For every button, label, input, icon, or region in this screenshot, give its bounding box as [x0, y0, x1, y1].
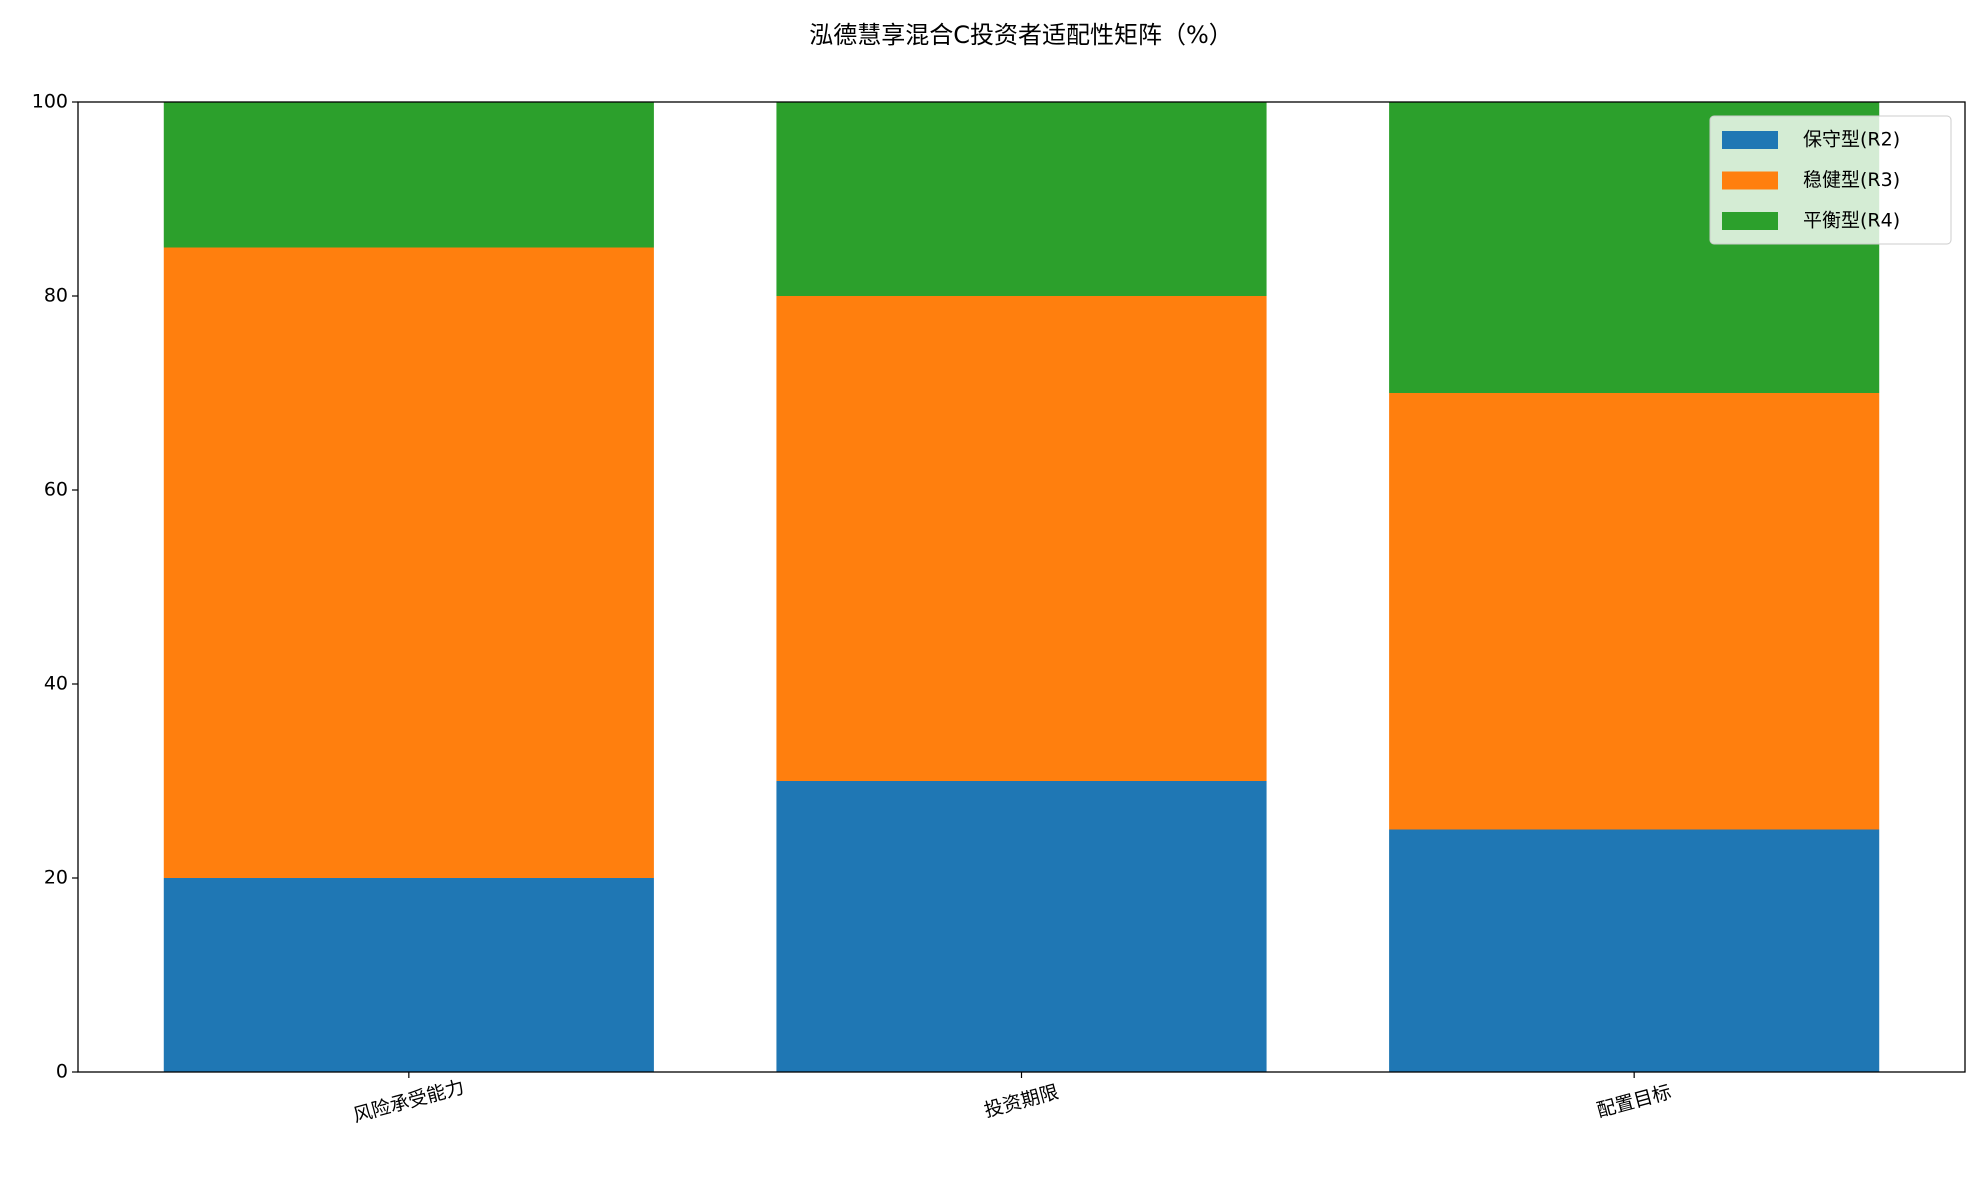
- legend-swatch: [1722, 131, 1778, 149]
- bar-segment: [163, 247, 654, 878]
- bar-segment: [163, 878, 654, 1072]
- bar-segment: [776, 102, 1267, 296]
- y-tick-label: 80: [44, 285, 68, 307]
- x-tick-label: 投资期限: [982, 1081, 1061, 1122]
- y-tick-label: 100: [32, 91, 68, 113]
- chart-title: 泓德慧享混合C投资者适配性矩阵（%）: [809, 21, 1233, 49]
- x-tick-label: 配置目标: [1594, 1081, 1673, 1122]
- bar-segment: [776, 296, 1267, 781]
- x-tick-label: 风险承受能力: [351, 1076, 467, 1127]
- bar-segment: [1389, 393, 1880, 830]
- legend-label: 保守型(R2): [1803, 129, 1900, 151]
- legend-swatch: [1722, 212, 1778, 230]
- y-tick-label: 40: [44, 673, 68, 695]
- legend-label: 平衡型(R4): [1803, 210, 1900, 232]
- bar-segment: [1389, 829, 1880, 1072]
- legend-swatch: [1722, 171, 1778, 190]
- y-tick-label: 60: [44, 479, 68, 501]
- bar-segment: [776, 781, 1267, 1072]
- bar-segment: [163, 102, 654, 248]
- y-tick-label: 20: [44, 867, 68, 889]
- y-tick-label: 0: [56, 1061, 68, 1083]
- legend-label: 稳健型(R3): [1803, 169, 1900, 191]
